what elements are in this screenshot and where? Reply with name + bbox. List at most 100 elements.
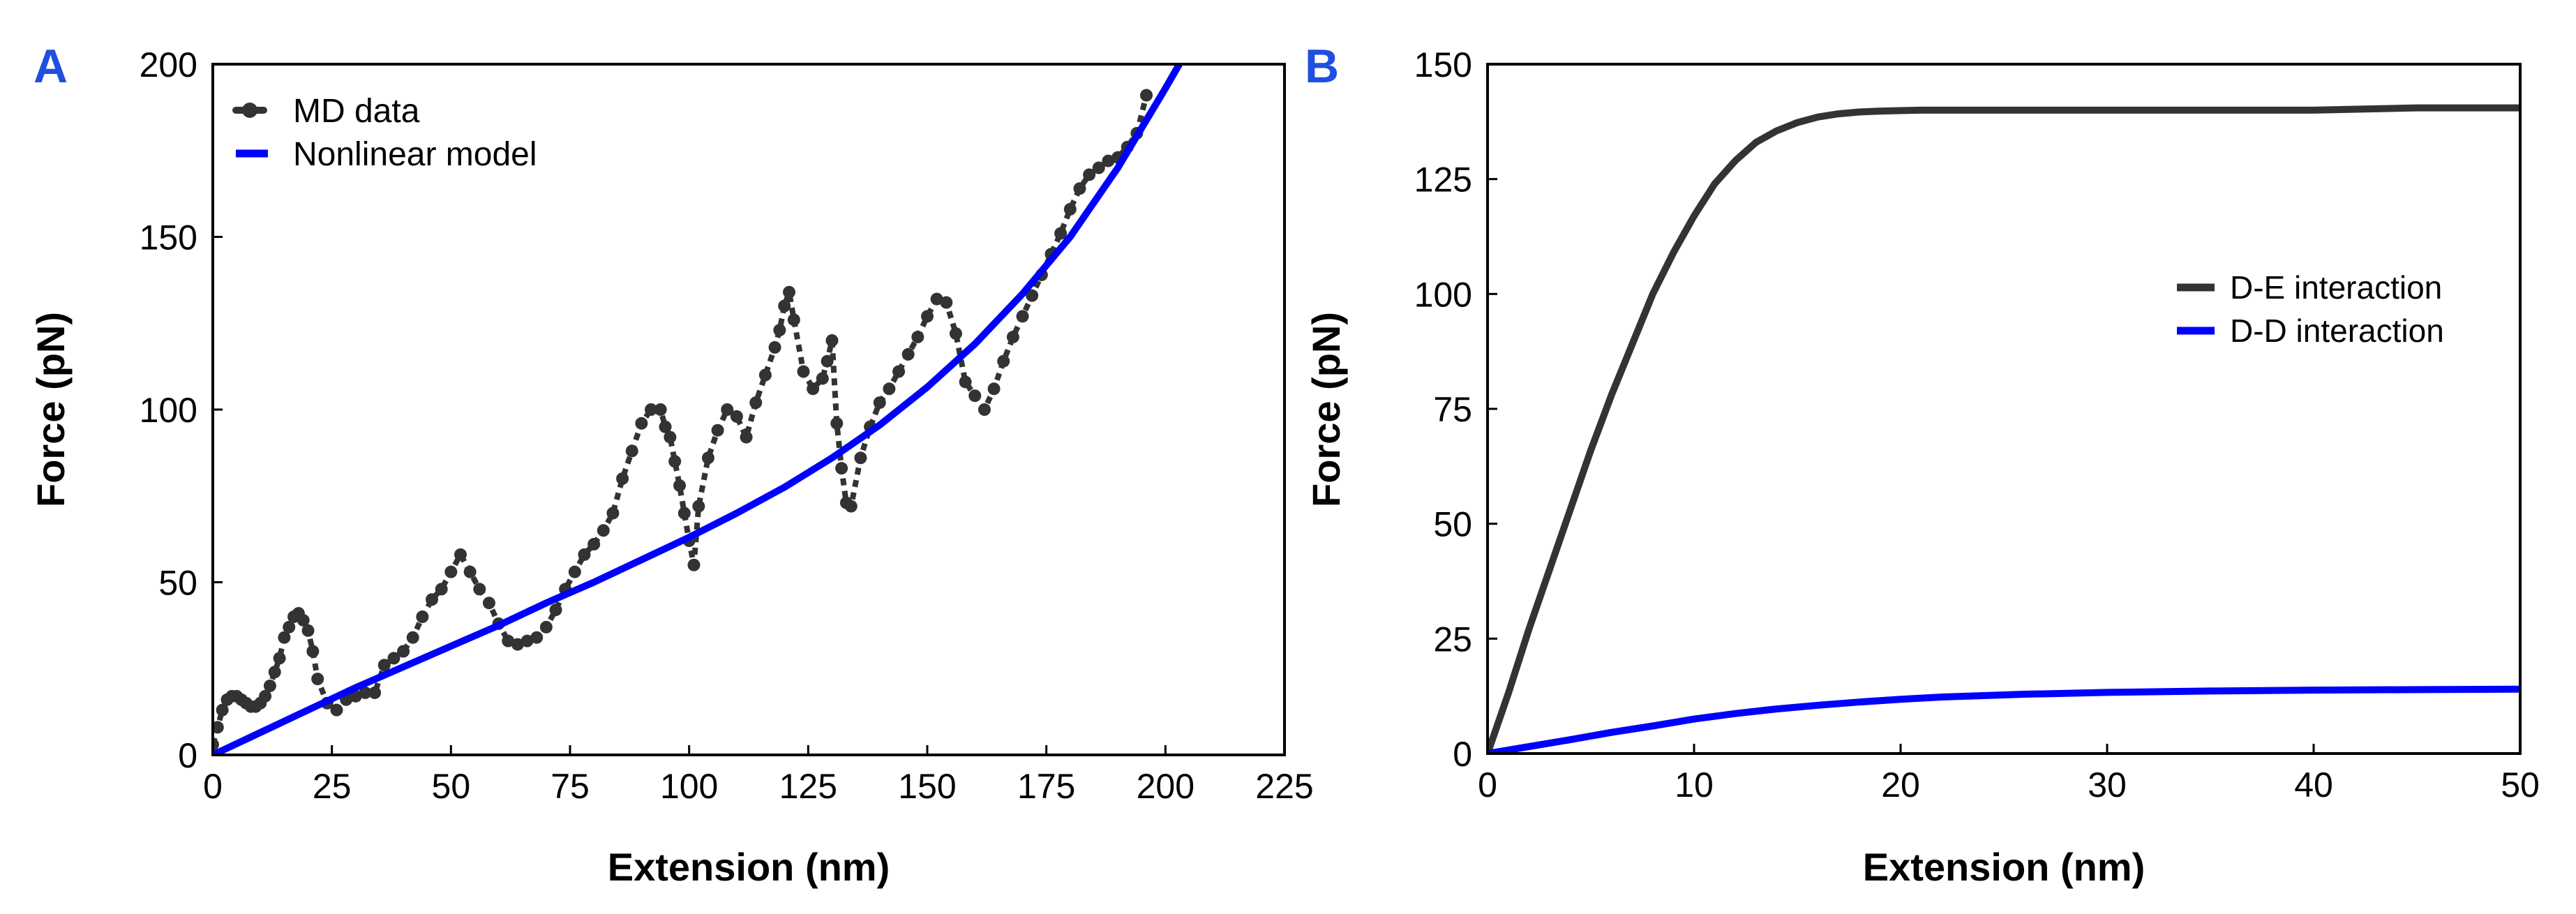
panel-a-series-md-data-point	[463, 565, 477, 578]
panel-a-series-md-data-point	[911, 331, 924, 344]
panel-a-series-md-data-point	[654, 403, 667, 416]
panel-a-x-tick-label: 0	[203, 767, 223, 806]
panel-a-series-md-data-point	[306, 645, 320, 658]
panel-a-series-md-data-point	[578, 548, 591, 561]
panel-a-series-md-data-point	[673, 479, 687, 492]
panel-a-series-md-data-point	[1102, 154, 1115, 167]
panel-b-plot-area	[1488, 104, 2520, 754]
panel-a-series-md-data-point	[692, 500, 705, 513]
panel-a-x-axis-label: Extension (nm)	[608, 845, 890, 889]
panel-a-series-md-data-point	[397, 645, 410, 658]
panel-a-series-md-data-point	[359, 686, 372, 699]
panel-a-series-md-data-point	[687, 558, 701, 571]
panel-a-series-md-data-point	[701, 451, 714, 465]
panel-a-x-tick-label: 50	[432, 767, 471, 806]
panel-a-series-md-data-line	[213, 94, 1149, 746]
panel-a-series-md-data-point	[549, 604, 562, 617]
panel-a-series-md-data-point	[473, 583, 486, 596]
panel-a-series-md-data-point	[311, 673, 324, 686]
panel-a-series-md-data-point	[816, 372, 829, 385]
panel-a-plot-area	[213, 64, 1184, 755]
panel-a-x-tick-label: 100	[660, 767, 718, 806]
panel-a-series-md-data-point	[664, 430, 677, 444]
panel-a-x-tick-label: 175	[1017, 767, 1075, 806]
panel-a-series-md-data-point	[1083, 168, 1096, 181]
panel-a-series-md-data-point	[668, 455, 682, 468]
panel-a-series-md-data-point	[835, 462, 848, 475]
panel-a-series-md-data-point	[987, 382, 1001, 396]
panel-b-series-d-e-interaction-line	[1488, 104, 2520, 754]
panel-b-y-tick-label: 125	[1414, 160, 1472, 200]
panel-a-series-md-data-point	[901, 347, 915, 361]
legend-d-e-interaction-label: D-E interaction	[2230, 269, 2442, 306]
legend-md-data-marker	[242, 103, 257, 118]
panel-b-label: B	[1305, 40, 1339, 93]
legend-d-d-interaction-label: D-D interaction	[2230, 313, 2444, 349]
panel-a-series-md-data-point	[740, 430, 753, 444]
panel-a-y-tick-label: 150	[140, 218, 197, 257]
panel-a-series-md-data-point	[645, 403, 658, 416]
panel-a-series-md-data-point	[368, 686, 382, 699]
panel-a-series-md-data-point	[1092, 161, 1105, 174]
panel-a-series-md-data-point	[1073, 182, 1086, 195]
panel-a-series-md-data-point	[773, 324, 786, 337]
panel-a-series-md-data-point	[426, 593, 439, 606]
panel-a-series-md-data-point	[768, 340, 781, 354]
panel-a-series-md-data-point	[539, 620, 553, 634]
panel-a-series-md-data-point	[959, 375, 972, 389]
panel-a-series-md-data-point	[749, 396, 763, 410]
panel-a-series-md-data-point	[968, 389, 982, 403]
panel-a-series-md-data-point	[259, 689, 272, 703]
legend-nonlinear-model-label: Nonlinear model	[293, 136, 537, 173]
panel-b-x-tick-label: 30	[2088, 765, 2127, 804]
panel-a-series-md-data-point	[568, 565, 581, 578]
panel-a-series-md-data-point	[807, 382, 820, 396]
panel-a-series-md-data-point	[301, 624, 315, 637]
panel-a-chart: A 0 25 50 75 100 125 150 175 200 225050100150200 …	[29, 40, 1314, 889]
panel-a-series-md-data-point	[930, 292, 943, 306]
panel-a-series-md-data-point	[854, 451, 867, 465]
panel-a-x-tick-label: 225	[1255, 767, 1313, 806]
panel-b-x-tick-label: 10	[1675, 765, 1714, 804]
panel-b-x-tick-label: 0	[1478, 765, 1497, 804]
panel-b-y-tick-label: 75	[1433, 390, 1472, 429]
panel-a-series-md-data-point	[883, 382, 896, 396]
panel-b-ticks: 0 10 20 30 40 50 0 25 50 75 100 125 150	[1414, 45, 2540, 804]
panel-b-y-tick-label: 0	[1453, 735, 1472, 774]
panel-a-series-md-data-point	[940, 296, 953, 309]
panel-a-series-md-data-point	[778, 299, 791, 313]
panel-a-series-md-data-point	[416, 610, 429, 623]
panel-a-series-md-data-point	[606, 507, 620, 520]
panel-a-series-md-data-point	[454, 548, 467, 561]
panel-a-series-md-data-point	[873, 396, 886, 410]
panel-a-series-md-data-point	[278, 631, 291, 644]
panel-a-series-md-data-point	[1026, 289, 1039, 302]
panel-a-series-md-data-point	[797, 365, 810, 378]
panel-b-x-axis-label: Extension (nm)	[1863, 845, 2145, 889]
panel-b-frame	[1486, 63, 2522, 755]
panel-a-series-md-data-point	[825, 334, 839, 347]
panel-a-x-tick-label: 150	[898, 767, 956, 806]
panel-b-y-axis-label: Force (pN)	[1304, 312, 1348, 507]
panel-a-series-md-data-point	[387, 652, 400, 665]
panel-b-y-tick-label: 150	[1414, 45, 1472, 84]
panel-a-y-tick-label: 50	[158, 564, 197, 603]
panel-a-series-md-data-point	[635, 417, 648, 430]
panel-a-series-md-data-point	[978, 403, 991, 416]
panel-a-series-md-data-point	[730, 410, 743, 423]
panel-a-series-md-data-point	[213, 721, 224, 734]
panel-a-series-md-data-point	[1016, 310, 1029, 323]
panel-a-frame	[211, 63, 1286, 756]
panel-a-series-md-data-point	[406, 631, 419, 644]
panel-a-series-md-data-point	[1140, 89, 1153, 102]
panel-a-series-md-data-point	[949, 327, 962, 340]
panel-a-ticks: 0 25 50 75 100 125 150 175 200 225 0 50 100 150 200	[140, 45, 1314, 806]
panel-a-label: A	[33, 40, 68, 93]
panel-a-series-md-data-point	[711, 424, 724, 437]
panel-a-series-md-data-point	[721, 403, 734, 416]
panel-a-series-md-data-point	[444, 565, 458, 578]
panel-a-series-md-data-point	[587, 538, 601, 551]
panel-a-series-md-data-point	[297, 613, 310, 627]
panel-a-series	[213, 64, 1184, 755]
